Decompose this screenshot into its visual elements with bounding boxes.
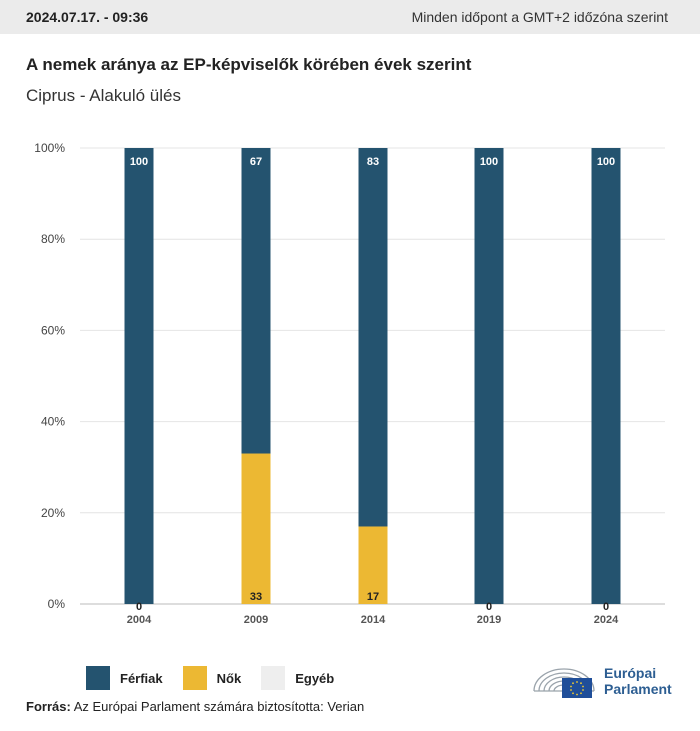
x-tick-label: 2014 [361, 614, 386, 626]
legend: Férfiak Nők Egyéb [86, 666, 354, 690]
x-tick-label: 2004 [127, 614, 152, 626]
x-tick-label: 2024 [594, 614, 619, 626]
legend-item-men: Férfiak [86, 666, 163, 690]
y-tick-label: 80% [41, 232, 65, 246]
source-text: Az Európai Parlament számára biztosított… [73, 699, 365, 714]
logo-line-2: Parlament [604, 681, 672, 697]
logo-line-1: Európai [604, 665, 657, 681]
bar-men [591, 148, 621, 604]
legend-item-women: Nők [182, 666, 242, 690]
legend-swatch-other [261, 666, 286, 690]
legend-swatch-men [86, 666, 110, 690]
y-tick-label: 100% [34, 141, 65, 155]
bar-men [358, 148, 388, 527]
data-label-men: 83 [367, 156, 379, 168]
legend-item-other: Egyéb [261, 666, 334, 690]
legend-label: Férfiak [120, 670, 163, 686]
timezone-note: Minden időpont a GMT+2 időzóna szerint [411, 9, 668, 25]
y-tick-label: 20% [41, 506, 65, 520]
source-label: Forrás: [26, 699, 71, 714]
chart-subtitle: Ciprus - Alakuló ülés [26, 86, 181, 105]
y-tick-label: 0% [48, 597, 66, 611]
stacked-bar-chart: 0%20%40%60%80%100%1000200467332009831720… [34, 141, 665, 626]
data-label-women: 0 [603, 601, 609, 613]
x-tick-label: 2019 [477, 614, 501, 626]
x-tick-label: 2009 [244, 614, 268, 626]
bar-men [474, 148, 504, 604]
bar-women [358, 526, 388, 604]
data-label-men: 100 [130, 156, 148, 168]
european-parliament-logo: Európai Parlament [530, 659, 680, 703]
data-label-women: 33 [250, 591, 262, 603]
data-label-women: 0 [486, 601, 492, 613]
y-tick-label: 40% [41, 415, 65, 429]
legend-swatch-women [182, 666, 207, 690]
bar-men [241, 148, 271, 454]
top-bar: 2024.07.17. - 09:36 Minden időpont a GMT… [0, 0, 700, 34]
bar-women [241, 453, 271, 604]
chart-title: A nemek aránya az EP-képviselők körében … [26, 55, 472, 74]
source-note: Forrás: Az Európai Parlament számára biz… [26, 699, 364, 714]
logo-text: Európai Parlament [604, 665, 672, 697]
data-label-men: 67 [250, 156, 262, 168]
legend-label: Egyéb [295, 670, 335, 686]
data-label-men: 100 [480, 156, 498, 168]
timestamp: 2024.07.17. - 09:36 [26, 9, 149, 25]
data-label-men: 100 [597, 156, 615, 168]
bar-men [124, 148, 154, 604]
data-label-women: 0 [136, 601, 142, 613]
eu-flag-icon [562, 678, 592, 698]
parliament-hemicycle-icon [533, 668, 595, 698]
legend-label: Nők [216, 670, 242, 686]
y-tick-label: 60% [41, 323, 65, 337]
data-label-women: 17 [367, 591, 379, 603]
